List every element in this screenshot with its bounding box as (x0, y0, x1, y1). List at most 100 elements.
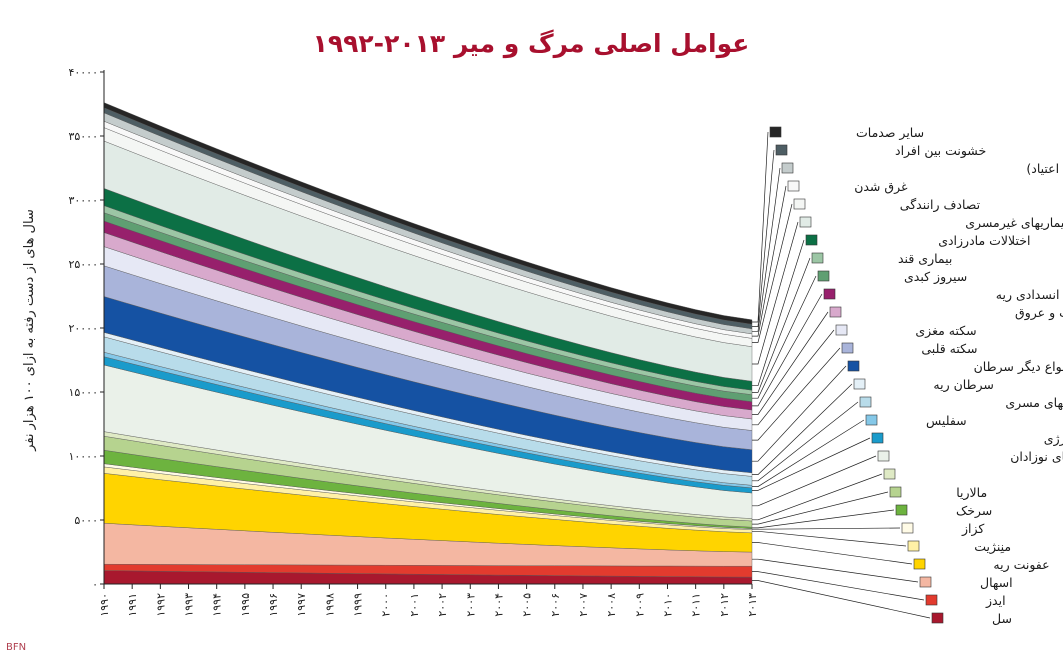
legend-leader-line (752, 257, 811, 393)
legend-leader-line (752, 365, 847, 462)
legend-leader-line (752, 580, 931, 619)
legend-swatch (913, 558, 926, 570)
legend-leader-line (752, 221, 799, 365)
legend-swatch (865, 414, 878, 426)
legend-label: بیماری مزمن انسدادی ریه (996, 287, 1063, 303)
x-tick-label: ۱۹۹۰ (98, 593, 111, 617)
legend-swatch (925, 594, 938, 606)
legend-leader-line (752, 131, 769, 323)
legend-label: بیماری قند (898, 251, 952, 267)
x-tick-label: ۱۹۹۸ (323, 593, 336, 617)
legend-leader-line (752, 329, 835, 426)
legend-swatch (853, 378, 866, 390)
legend-swatch (871, 432, 884, 444)
legend-label: بیماریهای نوزادان (1010, 449, 1063, 465)
y-tick-label: ۲۵۰۰۰ (68, 258, 98, 271)
y-tick-label: ۳۵۰۰۰ (68, 130, 98, 143)
legend-label: سکته قلبی (921, 341, 977, 356)
y-tick-label: ۱۵۰۰۰ (68, 386, 98, 399)
legend-swatch (901, 522, 914, 534)
legend-label: سایر صدمات (856, 125, 924, 141)
legend-leader-line (752, 275, 817, 399)
legend-leader-line (752, 491, 889, 525)
axes: ۰ ۵۰۰۰ ۱۰۰۰۰ ۱۵۰۰۰ ۲۰۰۰۰ ۲۵۰۰۰ ۳۰۰۰۰ ۳۵۰۰۰ ۴۰۰۰۰… (68, 66, 759, 617)
x-tick-label: ۲۰۱۲ (718, 593, 731, 617)
x-tick-label: ۱۹۹۱ (126, 593, 139, 617)
legend-leader-line (752, 347, 841, 441)
legend-label: آسیب رسانی به خود (خودکشی، اعتیاد) (1026, 161, 1063, 177)
legend-leader-line (752, 383, 853, 475)
legend-leader-line (752, 571, 925, 601)
legend-leader-line (752, 239, 805, 387)
legend-swatch (877, 450, 890, 462)
legend-label: سرخک (956, 503, 992, 519)
legend-swatch (883, 468, 896, 480)
legend-swatch (919, 576, 932, 588)
x-tick-label: ۱۹۹۶ (267, 593, 280, 617)
legend-swatch (889, 486, 902, 498)
legend-swatch (775, 144, 788, 156)
legend-label: انواع دیگر سرطان (974, 359, 1063, 375)
x-tick-label: ۱۹۹۳ (183, 593, 196, 617)
legend-leader-line (752, 401, 859, 482)
legend-swatch (931, 612, 944, 624)
x-tick-label: ۲۰۱۰ (662, 593, 675, 617)
legend-label: سایر بیماریهای قلب و عروق (1015, 305, 1063, 321)
legend-leader-line (752, 527, 901, 530)
x-tick-label: ۱۹۹۷ (295, 593, 308, 617)
legend-leader-line (752, 558, 919, 583)
legend-swatch (847, 360, 860, 372)
x-tick-label: ۱۹۹۵ (239, 593, 252, 617)
legend-label: اختلالات مادرزادی (938, 233, 1030, 249)
legend-swatch (835, 324, 848, 336)
legend-swatch (829, 306, 842, 318)
legend-label: عفونت ریه (993, 557, 1049, 573)
x-tick-label: ۱۹۹۹ (352, 593, 365, 617)
legend-swatch (907, 540, 920, 552)
x-tick-label: ۲۰۱۳ (746, 593, 759, 617)
x-tick-label: ۱۹۹۲ (154, 593, 167, 617)
legend-leader-line (752, 167, 781, 332)
legend-label: سوءتغذیهٔ پروتئین-انرژی (1044, 431, 1063, 447)
source-credit: BFN (6, 642, 26, 653)
legend-leader-line (752, 185, 787, 337)
legend-leader-line (752, 419, 865, 487)
legend-leader-line (752, 437, 871, 491)
legend-leader-line (752, 149, 775, 327)
legend-swatch (817, 270, 830, 282)
legend-label: کزاز (961, 521, 984, 537)
legend-swatch (781, 162, 794, 174)
y-axis-label: سال های از دست رفته به ازای ۱۰۰ هزار نفر (22, 209, 37, 452)
legend-label: ایدز (985, 593, 1006, 609)
x-tick-label: ۲۰۰۱ (408, 593, 421, 617)
area-layer (103, 102, 753, 325)
y-tick-label: ۰ (92, 578, 98, 591)
legend-label: سفلیس (926, 413, 967, 429)
y-tick-label: ۲۰۰۰۰ (68, 322, 98, 335)
legend-swatch (805, 234, 818, 246)
legend-label: تصادف رانندگی (900, 197, 981, 213)
legend-leader-line (752, 293, 823, 407)
x-tick-label: ۲۰۰۵ (521, 593, 534, 617)
legend-label: سایر بیماریهای مسری (1005, 395, 1063, 411)
legend-leader-line (752, 530, 907, 547)
x-tick-label: ۲۰۱۱ (690, 593, 703, 617)
x-tick-label: ۲۰۰۴ (492, 593, 505, 617)
legend-label: سرطان ریه (933, 377, 994, 393)
x-tick-label: ۲۰۰۸ (605, 593, 618, 617)
legend-swatch (787, 180, 800, 192)
legend-leader-line (752, 473, 883, 521)
legend-leader-line (752, 542, 913, 565)
legend-label: سکته مغزی (915, 323, 976, 339)
legend-label: سیروز کبدی (904, 269, 967, 285)
area-layers (103, 102, 753, 585)
legend: سایر صدمات خشونت بین افراد آسیب رسانی به خ… (752, 125, 1063, 626)
legend-swatch (769, 126, 782, 138)
legend-swatch (811, 252, 824, 264)
x-tick-label: ۲۰۰۲ (436, 593, 449, 617)
legend-label: خشونت بین افراد (895, 143, 986, 159)
legend-label: مالاریا (956, 485, 987, 501)
legend-label: غرق شدن (854, 179, 908, 195)
legend-swatch (895, 504, 908, 516)
